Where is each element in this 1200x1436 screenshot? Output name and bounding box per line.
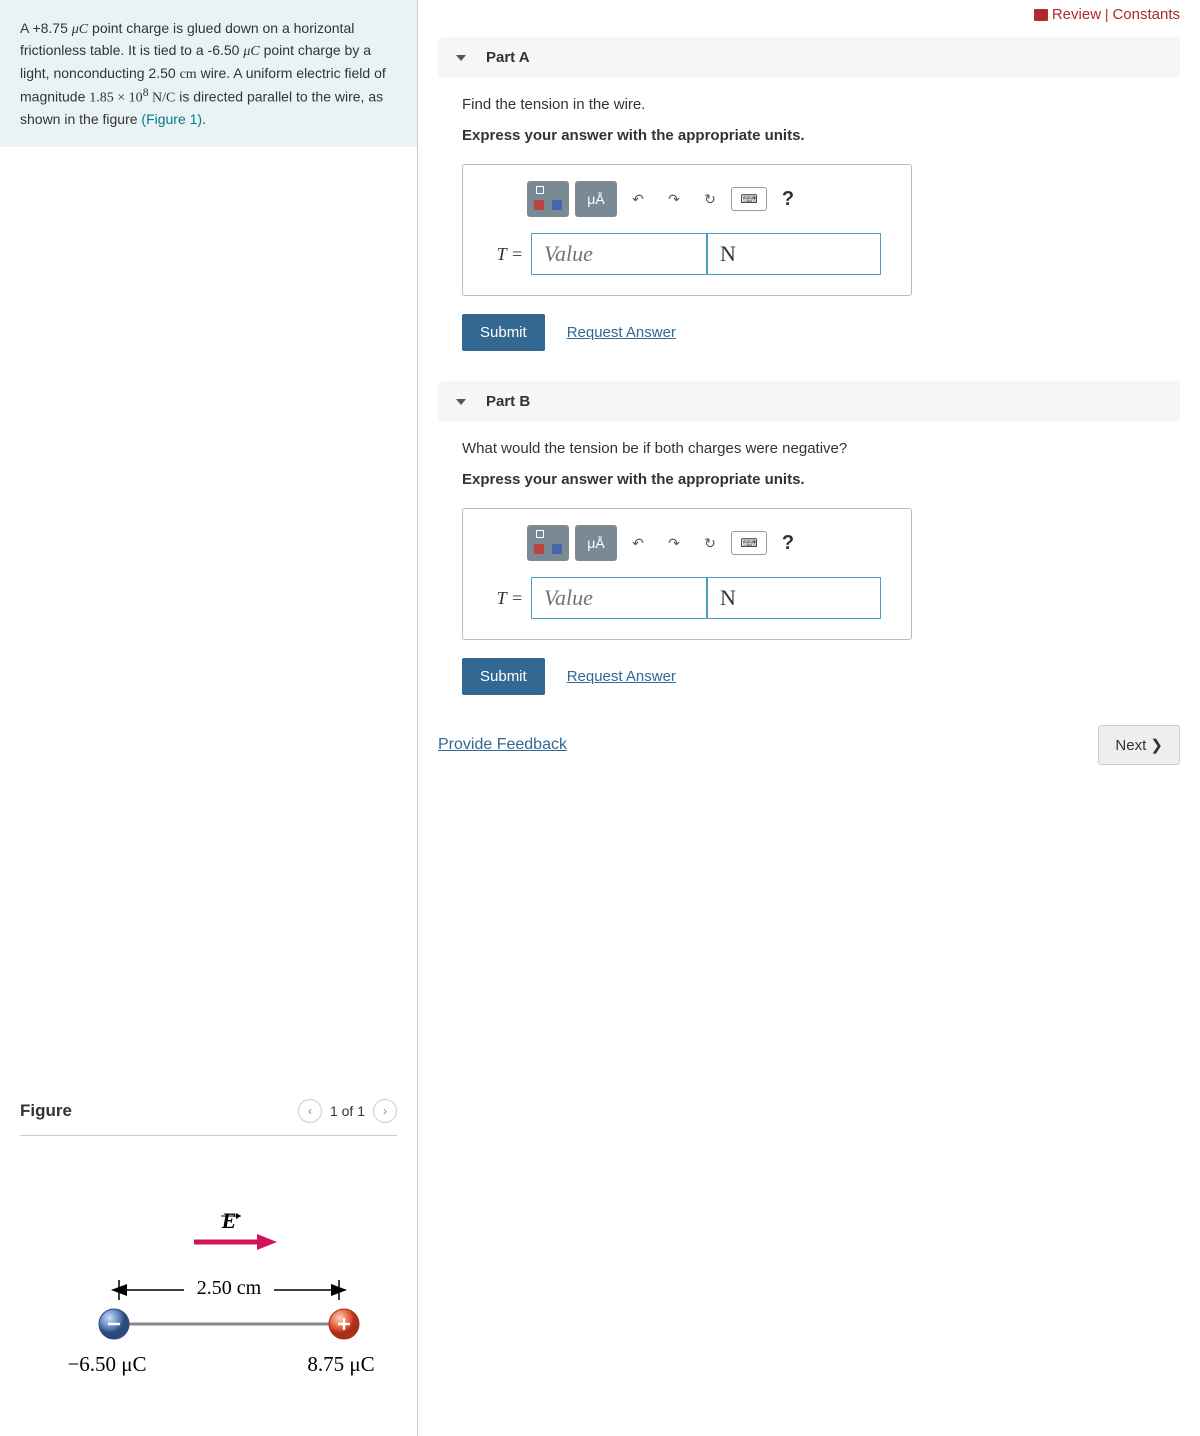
answer-box: μÅ ↶ ↷ ↻ ⌨ ? T = N	[462, 508, 912, 640]
units-button[interactable]: μÅ	[575, 181, 617, 217]
reset-button[interactable]: ↻	[695, 181, 725, 217]
part-title: Part B	[486, 393, 530, 410]
units-button[interactable]: μÅ	[575, 525, 617, 561]
problem-statement: A +8.75 μC point charge is glued down on…	[0, 0, 417, 147]
templates-button[interactable]	[527, 525, 569, 561]
variable-label: T =	[483, 588, 523, 609]
figure-prev-button[interactable]: ‹	[298, 1099, 322, 1123]
svg-text:E: E	[220, 1208, 236, 1233]
figure-next-button[interactable]: ›	[373, 1099, 397, 1123]
unit-input[interactable]: N	[706, 233, 881, 275]
svg-text:8.75 μC: 8.75 μC	[307, 1352, 374, 1376]
redo-button[interactable]: ↷	[659, 181, 689, 217]
request-answer-link[interactable]: Request Answer	[567, 324, 676, 341]
undo-button[interactable]: ↶	[623, 181, 653, 217]
value-input[interactable]	[531, 577, 706, 619]
part-prompt: Find the tension in the wire.	[462, 96, 1156, 113]
figure-pager-text: 1 of 1	[330, 1103, 365, 1119]
value-input[interactable]	[531, 233, 706, 275]
figure-diagram: E 2.50 cm	[29, 1206, 389, 1396]
part-header-B[interactable]: Part B	[438, 381, 1180, 422]
svg-text:2.50 cm: 2.50 cm	[196, 1277, 261, 1299]
reset-button[interactable]: ↻	[695, 525, 725, 561]
part-hint: Express your answer with the appropriate…	[462, 471, 1156, 488]
part-hint: Express your answer with the appropriate…	[462, 127, 1156, 144]
answer-box: μÅ ↶ ↷ ↻ ⌨ ? T = N	[462, 164, 912, 296]
figure-title: Figure	[20, 1101, 72, 1121]
keyboard-button[interactable]: ⌨	[731, 531, 767, 555]
templates-button[interactable]	[527, 181, 569, 217]
submit-button[interactable]: Submit	[462, 314, 545, 351]
constants-link[interactable]: Constants	[1112, 6, 1180, 23]
figure-link[interactable]: (Figure 1)	[141, 111, 202, 127]
variable-label: T =	[483, 244, 523, 265]
review-link[interactable]: Review	[1052, 6, 1101, 23]
submit-button[interactable]: Submit	[462, 658, 545, 695]
redo-button[interactable]: ↷	[659, 525, 689, 561]
part-title: Part A	[486, 49, 530, 66]
caret-icon	[456, 399, 466, 405]
provide-feedback-link[interactable]: Provide Feedback	[438, 736, 567, 754]
unit-input[interactable]: N	[706, 577, 881, 619]
part-prompt: What would the tension be if both charge…	[462, 440, 1156, 457]
svg-text:−6.50 μC: −6.50 μC	[67, 1352, 146, 1376]
part-header-A[interactable]: Part A	[438, 37, 1180, 78]
request-answer-link[interactable]: Request Answer	[567, 668, 676, 685]
caret-icon	[456, 55, 466, 61]
undo-button[interactable]: ↶	[623, 525, 653, 561]
next-button[interactable]: Next ❯	[1098, 725, 1180, 765]
help-button[interactable]: ?	[773, 181, 803, 217]
book-icon	[1034, 9, 1048, 21]
help-button[interactable]: ?	[773, 525, 803, 561]
keyboard-button[interactable]: ⌨	[731, 187, 767, 211]
